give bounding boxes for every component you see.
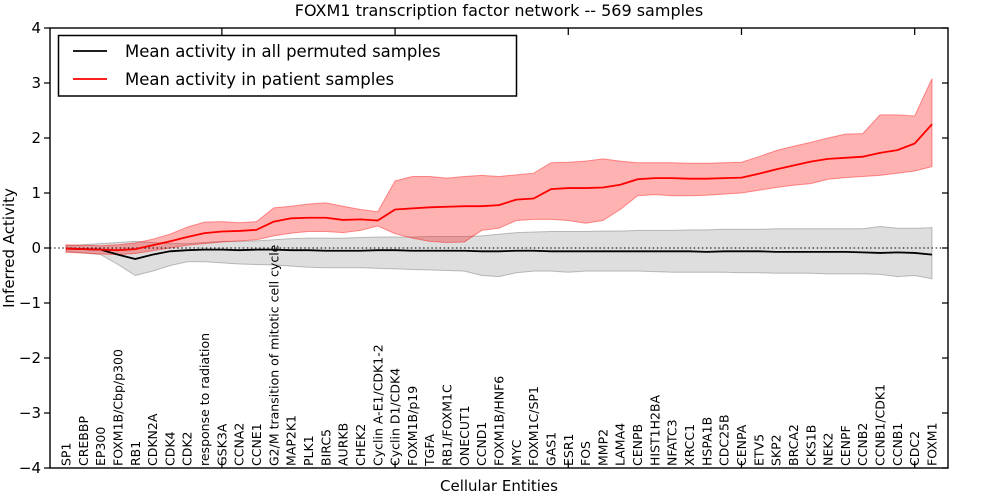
legend-box bbox=[57, 34, 518, 97]
x-category-label: Cyclin A-E1/CDK1-2 bbox=[370, 344, 385, 466]
x-category-label: FOXM1 bbox=[925, 422, 940, 466]
x-category-label: FOS bbox=[578, 441, 593, 466]
x-category-label: CKS1B bbox=[803, 425, 818, 466]
x-category-label: NFATC3 bbox=[665, 419, 680, 466]
x-category-label: AURKB bbox=[336, 423, 351, 466]
x-category-label: G2/M transition of mitotic cell cycle bbox=[266, 244, 281, 466]
x-category-label: MMP2 bbox=[595, 429, 610, 466]
permuted-mean-line bbox=[65, 247, 933, 260]
x-category-label: CDK4 bbox=[162, 431, 177, 466]
x-category-label: CCNB1/CDK1 bbox=[873, 384, 888, 466]
x-category-label: NEK2 bbox=[821, 433, 836, 466]
x-category-label: GAS1 bbox=[543, 432, 558, 466]
legend-label-patient: Mean activity in patient samples bbox=[125, 70, 394, 89]
x-category-label: CCNA2 bbox=[232, 423, 247, 466]
x-category-label: FOXM1B/HNF6 bbox=[492, 376, 507, 466]
y-tick-label: 4 bbox=[31, 19, 41, 37]
y-tick-label: −1 bbox=[19, 294, 41, 312]
x-category-label: LAMA4 bbox=[613, 423, 628, 466]
x-category-label: TGFA bbox=[422, 434, 437, 467]
y-tick-label: −2 bbox=[19, 349, 41, 367]
x-category-label: CCNB1 bbox=[890, 423, 905, 466]
x-category-label: ONECUT1 bbox=[457, 405, 472, 466]
y-tick-label: 1 bbox=[31, 184, 41, 202]
x-category-label: RB1/FOXM1C bbox=[440, 384, 455, 466]
x-category-label: response to radiation bbox=[197, 333, 212, 466]
patient-confidence-band bbox=[65, 78, 933, 256]
y-tick-label: 2 bbox=[31, 129, 41, 147]
x-category-label: FOXM1C/SP1 bbox=[526, 386, 541, 466]
x-category-label: EP300 bbox=[93, 427, 108, 466]
x-category-label: CENPB bbox=[630, 424, 645, 466]
x-category-label: CCNB2 bbox=[855, 423, 870, 466]
x-category-label: XRCC1 bbox=[682, 424, 697, 466]
chart-title: FOXM1 transcription factor network -- 56… bbox=[295, 1, 703, 20]
x-category-label: SKP2 bbox=[769, 434, 784, 466]
legend: Mean activity in all permuted samples Me… bbox=[57, 34, 518, 97]
x-category-label: CCNE1 bbox=[249, 423, 264, 466]
x-category-label: BRCA2 bbox=[786, 424, 801, 466]
x-category-label: BIRC5 bbox=[318, 429, 333, 466]
x-category-label: GSK3A bbox=[214, 423, 229, 466]
x-category-label: MYC bbox=[509, 439, 524, 466]
x-axis-label: Cellular Entities bbox=[440, 477, 558, 495]
legend-label-permuted: Mean activity in all permuted samples bbox=[125, 42, 441, 61]
x-category-label: CHEK2 bbox=[353, 424, 368, 466]
x-category-label: PLK1 bbox=[301, 435, 316, 466]
y-tick-label: −3 bbox=[19, 404, 41, 422]
x-category-label: MAP2K1 bbox=[284, 415, 299, 466]
patient-mean-line bbox=[65, 123, 933, 252]
y-axis-label: Inferred Activity bbox=[0, 188, 18, 308]
y-tick-label: 0 bbox=[31, 239, 41, 257]
x-category-label: FOXM1B/p19 bbox=[405, 386, 420, 466]
x-category-label: CDKN2A bbox=[145, 413, 160, 466]
x-category-label: CDC25B bbox=[717, 414, 732, 466]
y-tick-label: −4 bbox=[19, 459, 41, 477]
permuted-confidence-band bbox=[65, 226, 933, 280]
x-category-label: CDC2 bbox=[907, 431, 922, 466]
x-category-label: CENPA bbox=[734, 424, 749, 466]
plot-area: 4 3 2 1 0 −1 −2 −3 −4 SP1 CREBBP EP300 FOXM1B/Cbp/p3… bbox=[19, 19, 949, 477]
x-category-label: Cyclin D1/CDK4 bbox=[388, 368, 403, 466]
y-tick-label: 3 bbox=[31, 74, 41, 92]
x-category-label: RB1 bbox=[128, 441, 143, 466]
x-category-label: CDK2 bbox=[180, 431, 195, 466]
x-category-label: ESR1 bbox=[561, 434, 576, 466]
x-category-label: FOXM1B/Cbp/p300 bbox=[110, 349, 125, 466]
x-category-label: SP1 bbox=[59, 443, 74, 466]
x-category-label: CENPF bbox=[838, 425, 853, 466]
x-category-label: HIST1H2BA bbox=[647, 394, 662, 466]
x-category-label: ETV5 bbox=[751, 434, 766, 466]
x-category-label: CCND1 bbox=[474, 422, 489, 466]
x-category-label: CREBBP bbox=[76, 416, 91, 466]
x-category-label: HSPA1B bbox=[699, 417, 714, 466]
